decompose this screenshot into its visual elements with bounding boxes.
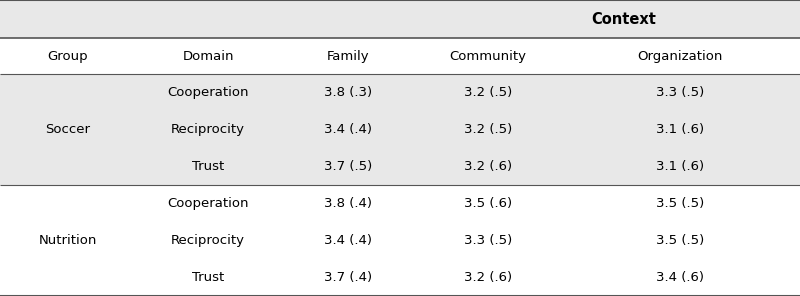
Text: Group: Group — [48, 50, 88, 63]
Text: 3.4 (.4): 3.4 (.4) — [324, 234, 372, 247]
Text: 3.4 (.6): 3.4 (.6) — [656, 271, 704, 284]
Text: Trust: Trust — [192, 271, 224, 284]
Text: 3.2 (.6): 3.2 (.6) — [464, 160, 512, 173]
Bar — [0, 222, 800, 259]
Text: 3.8 (.4): 3.8 (.4) — [324, 197, 372, 210]
Text: 3.7 (.5): 3.7 (.5) — [324, 160, 372, 173]
Bar — [0, 259, 800, 296]
Bar — [0, 38, 800, 74]
Text: 3.7 (.4): 3.7 (.4) — [324, 271, 372, 284]
Text: Community: Community — [450, 50, 526, 63]
Bar — [0, 111, 800, 148]
Text: Cooperation: Cooperation — [167, 86, 249, 99]
Text: 3.5 (.5): 3.5 (.5) — [656, 234, 704, 247]
Bar — [0, 185, 800, 222]
Bar — [0, 148, 800, 185]
Text: 3.3 (.5): 3.3 (.5) — [656, 86, 704, 99]
Text: 3.3 (.5): 3.3 (.5) — [464, 234, 512, 247]
Bar — [0, 0, 800, 38]
Text: Family: Family — [326, 50, 370, 63]
Text: Cooperation: Cooperation — [167, 197, 249, 210]
Text: Nutrition: Nutrition — [39, 234, 97, 247]
Text: 3.2 (.5): 3.2 (.5) — [464, 123, 512, 136]
Text: 3.8 (.3): 3.8 (.3) — [324, 86, 372, 99]
Text: Trust: Trust — [192, 160, 224, 173]
Text: 3.1 (.6): 3.1 (.6) — [656, 160, 704, 173]
Text: 3.2 (.6): 3.2 (.6) — [464, 271, 512, 284]
Text: 3.5 (.6): 3.5 (.6) — [464, 197, 512, 210]
Text: Organization: Organization — [638, 50, 722, 63]
Text: Reciprocity: Reciprocity — [171, 234, 245, 247]
Text: 3.4 (.4): 3.4 (.4) — [324, 123, 372, 136]
Text: Reciprocity: Reciprocity — [171, 123, 245, 136]
Text: 3.2 (.5): 3.2 (.5) — [464, 86, 512, 99]
Text: Soccer: Soccer — [46, 123, 90, 136]
Bar — [0, 74, 800, 111]
Text: 3.5 (.5): 3.5 (.5) — [656, 197, 704, 210]
Text: Context: Context — [591, 12, 657, 27]
Text: 3.1 (.6): 3.1 (.6) — [656, 123, 704, 136]
Text: Domain: Domain — [182, 50, 234, 63]
